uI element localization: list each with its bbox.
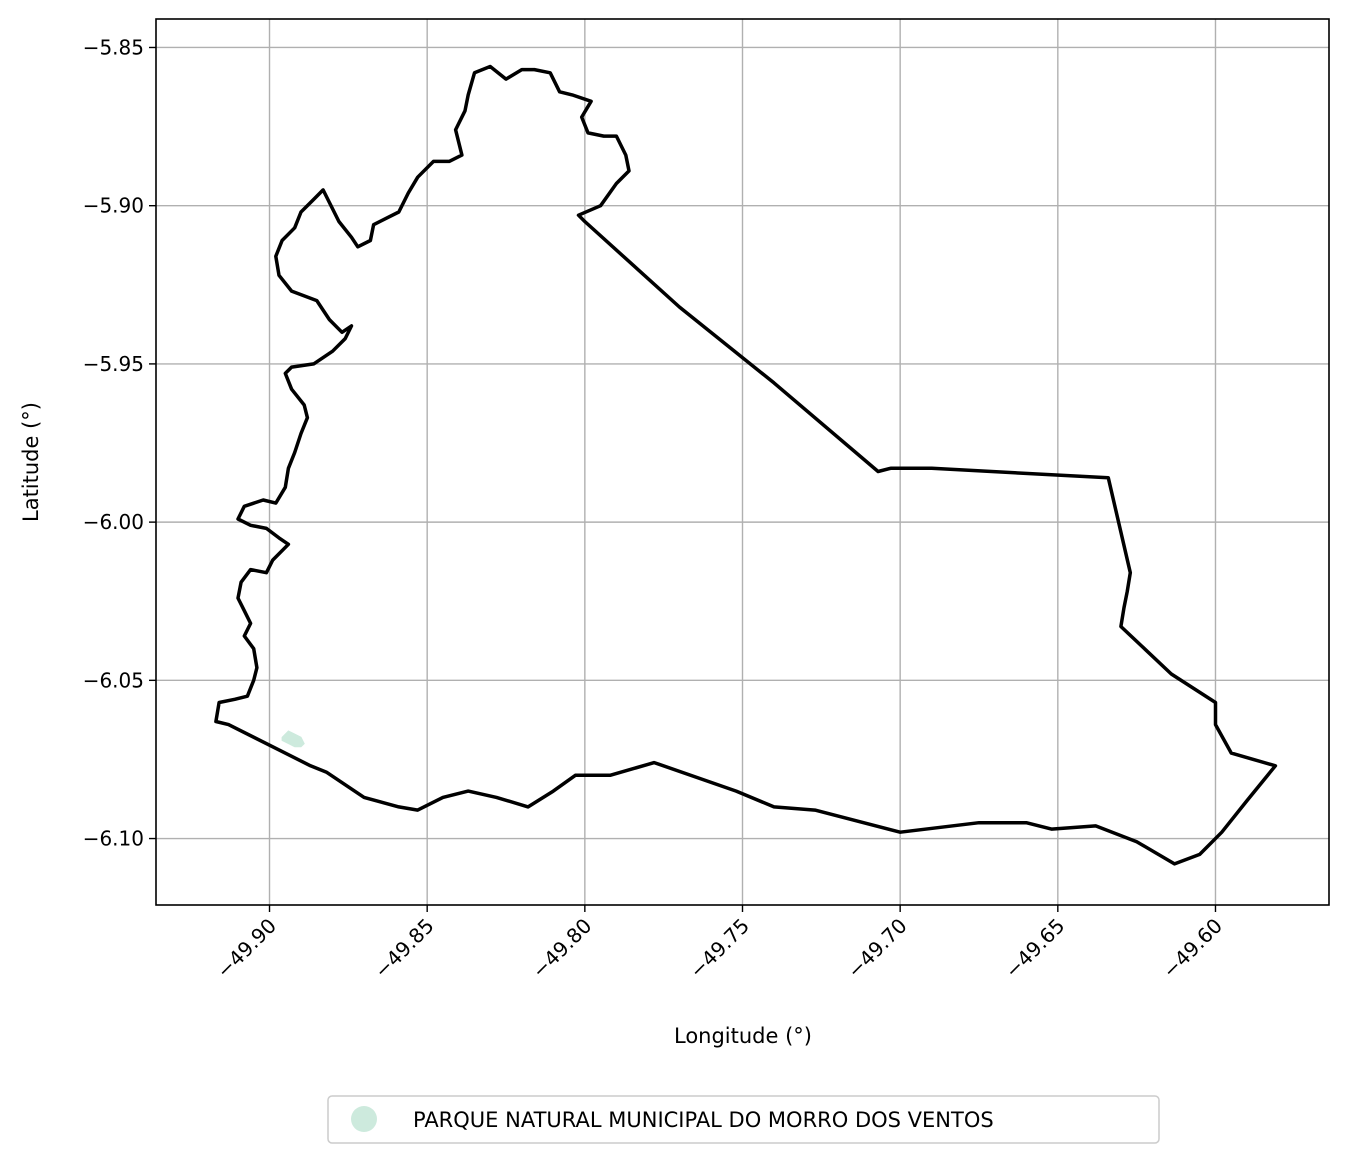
y-axis-title: Latitude (°) (19, 402, 43, 522)
x-tick-label: −49.90 (212, 914, 281, 983)
x-tick-label: −49.80 (527, 914, 596, 983)
legend-box (327, 1095, 1160, 1144)
y-tick-label: −5.90 (83, 194, 144, 218)
x-tick-label: −49.65 (1000, 914, 1069, 983)
y-tick-label: −5.85 (83, 35, 144, 59)
y-tick-label: −5.95 (83, 352, 144, 376)
grid-lines (156, 19, 1329, 905)
x-axis-title: Longitude (°) (674, 1024, 812, 1048)
axis-ticks: −49.90 −49.85 −49.80 −49.75 −49.70 −49.65 −49.… (83, 35, 1227, 982)
y-tick-label: −6.05 (83, 668, 144, 692)
park-polygon (281, 730, 305, 748)
x-tick-label: −49.70 (842, 914, 911, 983)
municipality-boundary (214, 64, 1278, 866)
x-tick-label: −49.60 (1158, 914, 1227, 983)
legend-marker (351, 1106, 377, 1132)
x-tick-label: −49.75 (685, 914, 754, 983)
legend: PARQUE NATURAL MUNICIPAL DO MORRO DOS VE… (327, 1095, 1160, 1144)
y-tick-label: −6.00 (83, 510, 144, 534)
map-shapes (214, 64, 1278, 866)
legend-label: PARQUE NATURAL MUNICIPAL DO MORRO DOS VE… (413, 1108, 994, 1132)
x-tick-label: −49.85 (369, 914, 438, 983)
y-tick-label: −6.10 (83, 827, 144, 851)
